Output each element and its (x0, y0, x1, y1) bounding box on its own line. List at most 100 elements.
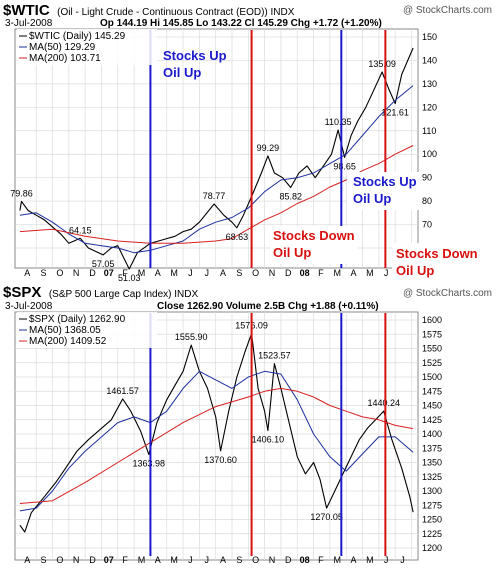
oil-y-tick-label: 90 (422, 173, 432, 183)
bottom-date: 3-Jul-2008 (5, 301, 53, 312)
x-tick-label: O (56, 555, 63, 565)
x-tick-label: S (41, 555, 47, 565)
x-tick-label: D (89, 268, 96, 278)
annotation-red-1: Stocks Down Oil Up (270, 226, 358, 264)
top-name: (Oil - Light Crude - Continuous Contract… (57, 7, 295, 18)
x-tick-label: J (204, 268, 209, 278)
top-legend-ma200: MA(200) 103.71 (29, 53, 101, 64)
x-tick-label: D (285, 555, 292, 565)
oil-value-label: 110.35 (325, 117, 352, 127)
oil-y-tick-label: 70 (422, 220, 432, 230)
bottom-legend: $SPX (Daily) 1262.90 MA(50) 1368.05 MA(2… (17, 312, 157, 348)
oil-value-label: 79.86 (10, 188, 33, 198)
spx-y-tick-label: 1550 (422, 344, 442, 354)
x-tick-label: O (252, 268, 259, 278)
oil-value-label: 78.77 (203, 191, 226, 201)
bottom-ohlc: Close 1262.90 Volume 2.5B Chg +1.88 (+0.… (157, 301, 379, 312)
x-tick-label: M (170, 268, 178, 278)
bottom-name: (S&P 500 Large Cap Index) INDX (49, 289, 199, 300)
x-tick-label: N (73, 555, 80, 565)
top-date: 3-Jul-2008 (5, 18, 53, 29)
oil-y-tick-label: 120 (422, 102, 437, 112)
spx-y-tick-label: 1450 (422, 401, 442, 411)
bottom-legend-price: $SPX (Daily) 1262.90 (29, 314, 126, 325)
annotation-red-2-bg (392, 243, 480, 281)
spx-panel: 1200 1225 1250 1275 1300 1325 1350 1375 1400 1425… (14, 311, 442, 561)
x-tick-label: A (351, 555, 357, 565)
oil-y-tick-label: 110 (422, 126, 436, 136)
oil-value-label: 64.15 (69, 225, 92, 235)
oil-y-tick-label: 100 (422, 149, 437, 159)
spx-y-tick-label: 1600 (422, 315, 442, 325)
x-tick-label: M (138, 555, 146, 565)
bottom-legend-bg (17, 312, 157, 348)
annotation-blue-1-line2: Oil Up (163, 65, 201, 80)
bottom-legend-ma50: MA(50) 1368.05 (29, 325, 101, 336)
spx-series--spx-daily- (19, 333, 414, 533)
x-tick-label: 08 (300, 268, 310, 278)
x-tick-label: N (269, 268, 276, 278)
x-tick-label: S (236, 555, 242, 565)
spx-value-label: 1523.57 (258, 351, 291, 361)
spx-value-label: 1363.98 (133, 459, 166, 469)
top-legend: $WTIC (Daily) 145.29 MA(50) 129.29 MA(20… (17, 29, 157, 65)
x-tick-label: M (333, 268, 341, 278)
x-tick-label: A (220, 555, 226, 565)
spx-value-label: 1406.10 (252, 435, 285, 445)
spx-value-label: 1270.05 (310, 512, 343, 522)
oil-y-tick-label: 80 (422, 196, 432, 206)
x-tick-label: M (170, 555, 178, 565)
spx-y-tick-label: 1425 (422, 415, 442, 425)
spx-y-tick-label: 1200 (422, 543, 442, 553)
oil-value-label: 57.05 (92, 259, 115, 269)
x-tick-label: 08 (300, 555, 310, 565)
spx-y-tick-label: 1250 (422, 515, 442, 525)
annotation-red-2-line1: Stocks Down (396, 246, 478, 261)
x-tick-label: J (384, 268, 389, 278)
x-tick-label: O (252, 555, 259, 565)
oil-value-label: 98.65 (333, 161, 356, 171)
spx-y-tick-label: 1575 (422, 329, 442, 339)
oil-value-label: 51.03 (118, 273, 141, 283)
x-tick-label: N (269, 555, 276, 565)
oil-panel: 6070809010011012013014015079.8664.1557.0… (10, 28, 437, 283)
annotation-blue-2-line1: Stocks Up (353, 174, 417, 189)
top-ohlc: Op 144.19 Hi 145.85 Lo 143.22 Cl 145.29 … (100, 18, 382, 29)
bottom-legend-ma200: MA(200) 1409.52 (29, 336, 107, 347)
x-tick-label: F (318, 555, 324, 565)
oil-y-tick-label: 130 (422, 79, 437, 89)
bottom-symbol: $SPX (3, 284, 41, 301)
x-tick-label: M (138, 268, 146, 278)
svg-text:$SPX (S&P 500 Large Cap In: $SPX (S&P 500 Large Cap Index) INDX (3, 284, 198, 301)
spx-y-tick-label: 1525 (422, 358, 442, 368)
spx-y-tick-label: 1275 (422, 500, 442, 510)
spx-plot-area (14, 311, 419, 561)
spx-value-label: 1440.24 (367, 398, 400, 408)
spx-y-tick-label: 1375 (422, 443, 442, 453)
oil-series-ma-200- (19, 145, 414, 244)
spx-y-tick-label: 1475 (422, 386, 442, 396)
x-tick-label: A (220, 268, 226, 278)
annotation-red-1-bg (270, 226, 358, 264)
x-tick-label: S (236, 268, 242, 278)
spx-y-tick-label: 1325 (422, 472, 442, 482)
oil-value-label: 68.63 (226, 232, 249, 242)
x-tick-label: J (384, 555, 389, 565)
oil-value-label: 99.29 (257, 143, 280, 153)
x-tick-label: J (400, 555, 405, 565)
x-tick-label: O (56, 268, 63, 278)
annotation-red-2: Stocks Down Oil Up (392, 243, 480, 281)
spx-series-ma-200- (19, 387, 414, 504)
x-tick-label: J (204, 555, 209, 565)
top-watermark: @ StockCharts.com (403, 5, 492, 16)
spx-y-tick-label: 1400 (422, 429, 442, 439)
oil-value-label: 121.61 (381, 108, 409, 118)
oil-y-tick-label: 140 (422, 55, 437, 65)
annotation-red-1-line2: Oil Up (273, 245, 311, 260)
x-tick-label: A (155, 555, 161, 565)
x-tick-label: A (351, 268, 357, 278)
x-tick-label: A (155, 268, 161, 278)
x-tick-label: A (24, 268, 30, 278)
oil-series--wtic-daily- (19, 47, 414, 270)
spx-value-label: 1370.60 (204, 455, 237, 465)
